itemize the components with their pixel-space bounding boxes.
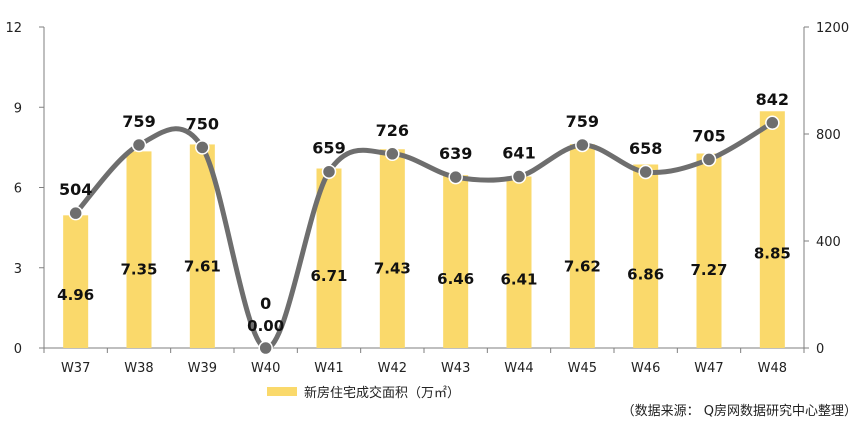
- y-right-tick-label: 400: [816, 235, 841, 250]
- line-point: [258, 340, 273, 356]
- legend-label: 新房住宅成交面积（万㎡）: [304, 385, 460, 401]
- line-point: [765, 115, 780, 131]
- x-tick-label: W39: [188, 361, 217, 376]
- bar-value-label: 8.85: [754, 244, 791, 262]
- x-axis-tick-labels: W37 W38 W39 W40 W41 W42 W43 W44 W45 W46 W47 W48: [61, 361, 787, 376]
- line-value-label: 842: [756, 90, 789, 109]
- line-value-label: 759: [566, 112, 599, 131]
- line-value-label: 641: [502, 144, 535, 163]
- x-tick-label: W47: [694, 361, 723, 376]
- y-right-tick-label: 800: [816, 128, 841, 143]
- line-series: [68, 115, 780, 356]
- x-tick-label: W44: [504, 361, 533, 376]
- y-left-tick-label: 12: [5, 21, 22, 36]
- bar-value-label: 7.61: [184, 258, 221, 276]
- line-point: [575, 137, 590, 153]
- x-tick-label: W45: [568, 361, 597, 376]
- bar: [443, 175, 469, 348]
- line-value-label: 750: [186, 114, 219, 133]
- line-path: [73, 120, 775, 351]
- bar: [506, 176, 532, 348]
- line-value-labels: 504 759 750 0 659 726 639 641 759 658 705 842: [59, 90, 789, 313]
- bar-value-label: 6.86: [627, 266, 664, 284]
- x-tick-label: W41: [314, 361, 343, 376]
- line-value-label: 726: [376, 121, 409, 140]
- x-tick-label: W42: [378, 361, 407, 376]
- bar-series: [63, 111, 785, 348]
- legend-swatch: [267, 387, 297, 396]
- axes: 0 3 6 9 12 0 400 800 1200: [5, 21, 849, 357]
- bar-value-label: 6.71: [310, 267, 347, 285]
- bar: [189, 144, 215, 348]
- bar-value-label: 7.27: [690, 261, 727, 279]
- x-tick-label: W38: [124, 361, 153, 376]
- bar-value-label: 7.43: [374, 259, 411, 277]
- y-right-tick-label: 0: [816, 342, 824, 357]
- bar-value-label: 6.46: [437, 270, 474, 288]
- x-tick-label: W37: [61, 361, 90, 376]
- line-value-label: 705: [692, 126, 725, 145]
- bar: [63, 215, 89, 348]
- y-left-tick-label: 9: [14, 101, 22, 116]
- bar: [696, 153, 722, 348]
- y-left-tick-label: 0: [14, 342, 22, 357]
- bar: [316, 168, 342, 348]
- bar-value-label: 0.00: [247, 317, 284, 335]
- bar-value-labels: 4.96 7.35 7.61 0.00 6.71 7.43 6.46 6.41 7.62 6.86…: [57, 244, 791, 335]
- bar: [379, 149, 405, 348]
- y-left-tick-label: 3: [14, 262, 22, 277]
- line-value-label: 504: [59, 180, 92, 199]
- bar: [126, 151, 152, 348]
- bar: [569, 144, 595, 348]
- legend: 新房住宅成交面积（万㎡）: [267, 385, 460, 401]
- line-point: [195, 140, 210, 155]
- x-tick-label: W48: [758, 361, 787, 376]
- y-right-tick-label: 1200: [816, 21, 849, 36]
- line-point: [385, 146, 400, 162]
- line-point: [448, 169, 463, 185]
- line-value-label: 658: [629, 139, 662, 158]
- bar: [759, 111, 785, 348]
- x-tick-label: W46: [631, 361, 660, 376]
- x-tick-label: W40: [251, 361, 280, 376]
- bar-value-label: 7.35: [120, 260, 157, 278]
- bar: [633, 164, 659, 348]
- line-value-label: 639: [439, 144, 472, 163]
- source-note: （数据来源： Q房网数据研究中心整理）: [622, 403, 857, 419]
- y-left-tick-label: 6: [14, 182, 22, 197]
- line-point: [68, 205, 83, 221]
- bar-value-label: 6.41: [500, 270, 537, 288]
- bar-value-label: 4.96: [57, 286, 94, 304]
- line-point: [511, 169, 527, 184]
- line-point: [638, 164, 653, 180]
- line-point: [321, 164, 337, 179]
- bar-value-label: 7.62: [564, 257, 601, 275]
- line-point: [701, 152, 717, 167]
- x-tick-label: W43: [441, 361, 470, 376]
- line-point: [131, 137, 147, 153]
- line-value-label: 759: [122, 112, 155, 131]
- line-value-label: 659: [312, 139, 345, 158]
- line-value-label: 0: [260, 294, 271, 313]
